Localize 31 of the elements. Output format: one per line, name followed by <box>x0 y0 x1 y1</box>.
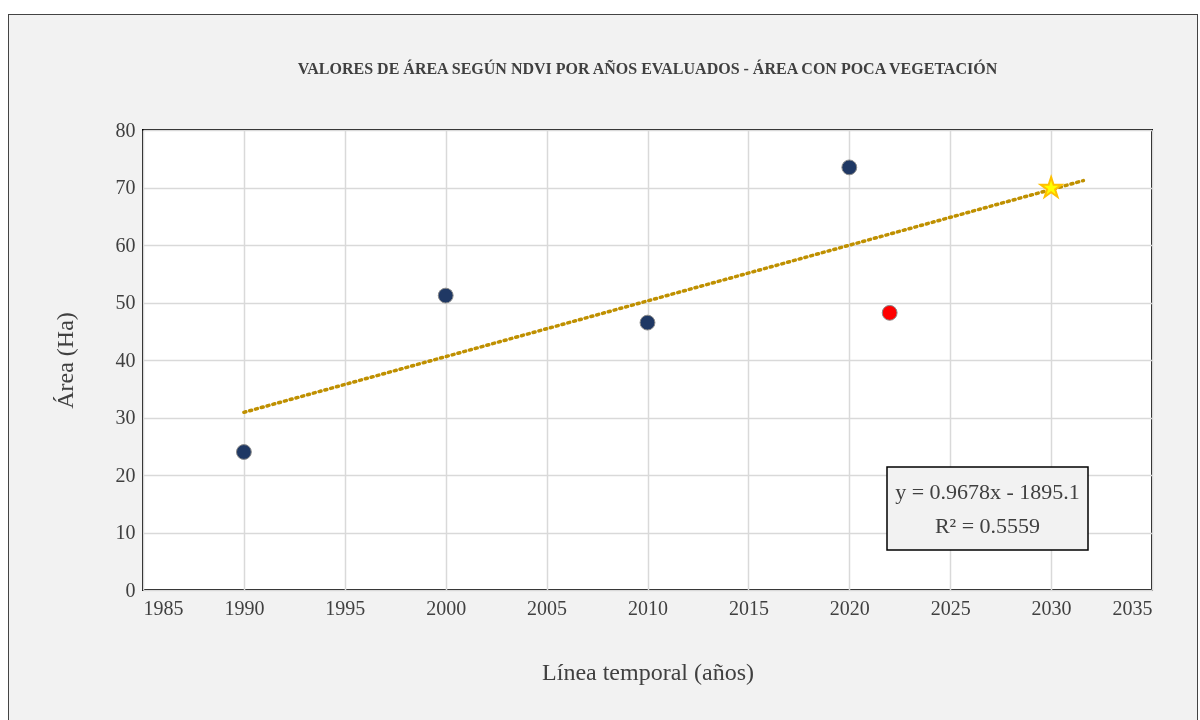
point <box>881 304 898 321</box>
point <box>235 444 252 460</box>
y-tick-label: 60 <box>115 233 136 256</box>
x-tick-label: 2000 <box>426 596 467 619</box>
y-tick-label: 30 <box>115 406 136 428</box>
x-tick-label: 1995 <box>325 596 366 619</box>
x-axis-title: Línea temporal (años) <box>542 658 754 685</box>
point <box>1037 174 1065 200</box>
x-tick-label: 1985 <box>143 596 184 619</box>
y-tick-label: 20 <box>115 463 136 486</box>
y-tick-label: 50 <box>115 291 136 313</box>
annotation: y = 0.9678x - 1895.1 <box>895 479 1080 504</box>
point <box>437 287 454 304</box>
y-tick-label: 10 <box>115 521 136 543</box>
y-tick-label: 70 <box>115 176 136 198</box>
x-tick-label: 2010 <box>628 596 668 619</box>
x-tick-label: 2015 <box>728 596 769 619</box>
y-tick-label: 0 <box>125 578 136 601</box>
x-tick-label: 2020 <box>829 596 870 619</box>
x-tick-label: 2035 <box>1112 596 1153 619</box>
x-tick-label: 1990 <box>224 596 265 619</box>
x-tick-label: 2025 <box>930 596 971 619</box>
x-tick-label: 2030 <box>1031 596 1072 619</box>
y-tick-label: 40 <box>115 348 136 371</box>
x-tick-label: 2005 <box>527 596 568 619</box>
annotation: R² = 0.5559 <box>934 513 1041 538</box>
point <box>841 159 858 176</box>
chart-title: VALORES DE ÁREA SEGÚN NDVI POR AÑOS EVALUADOS - ÁREA CON POCA VEGETACIÓN <box>297 59 998 77</box>
point <box>639 314 656 331</box>
y-tick-label: 80 <box>115 118 136 141</box>
y-axis-title: Área (Ha) <box>51 312 78 409</box>
